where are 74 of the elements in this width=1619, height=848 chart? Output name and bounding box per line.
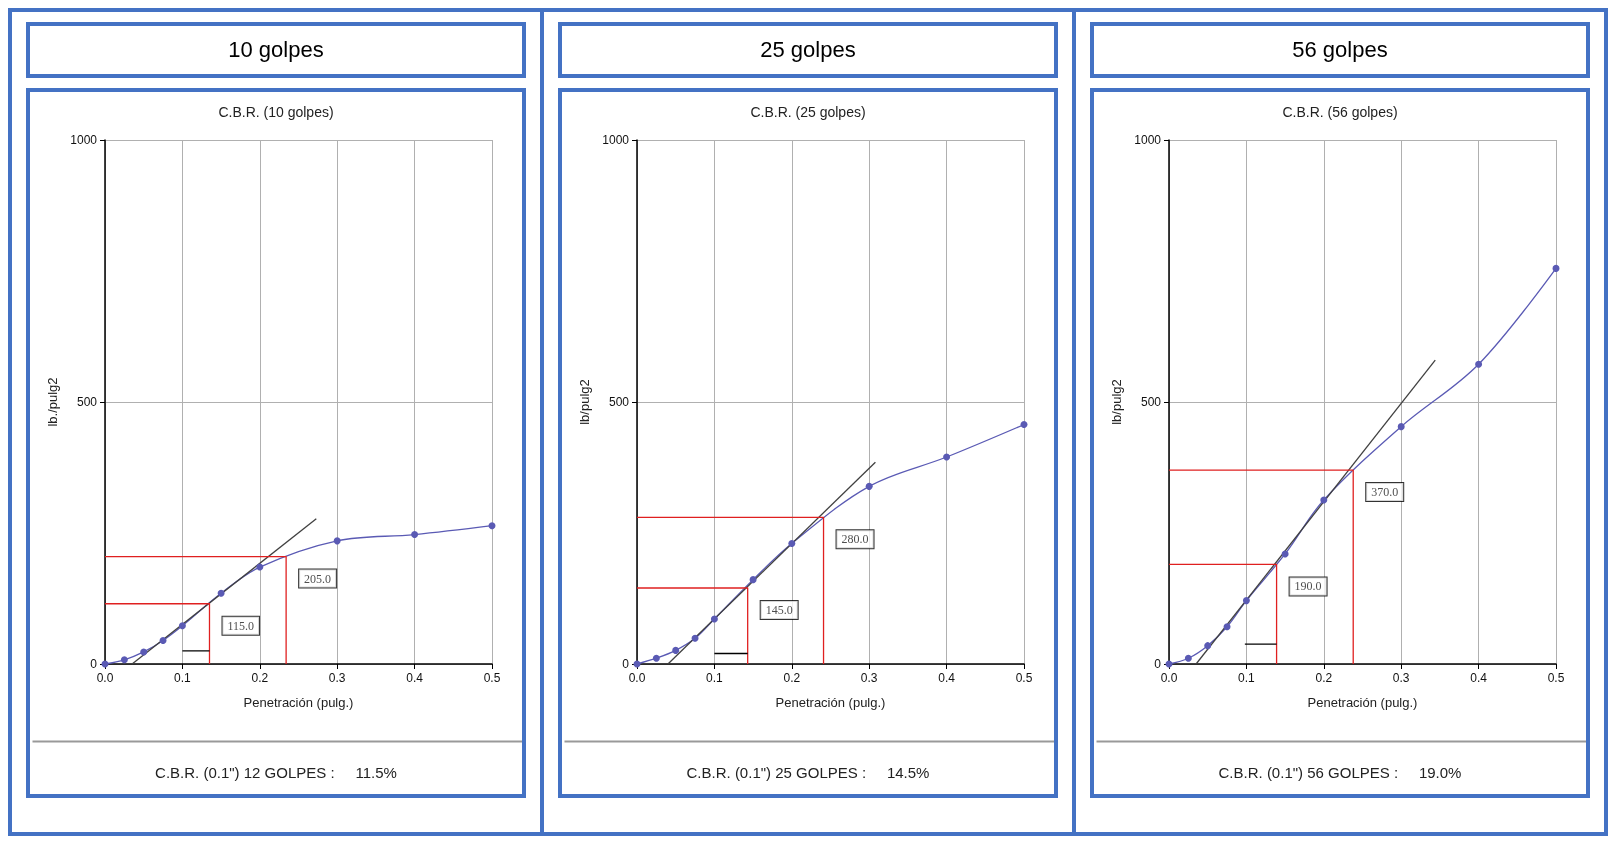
y-tick-label: 0 [90, 657, 98, 671]
point [488, 522, 496, 530]
x-tick-label: 0.4 [938, 671, 956, 685]
chart-title: 56 golpes [1090, 22, 1590, 78]
point [140, 648, 148, 656]
chart-title: 10 golpes [26, 22, 526, 78]
point [691, 634, 699, 642]
point [865, 482, 873, 490]
y-tick-label: 1000 [70, 133, 98, 147]
x-tick-label: 0.5 [1015, 671, 1033, 685]
point [217, 589, 225, 597]
point [943, 453, 951, 461]
x-tick-label: 0.0 [96, 671, 114, 685]
x-tick-label: 0.1 [706, 671, 724, 685]
point [1223, 623, 1231, 631]
annotation: 280.0 [841, 532, 869, 547]
y-tick-label: 0 [622, 657, 630, 671]
annotation: 370.0 [1371, 485, 1399, 500]
y-tick-label: 1000 [1134, 133, 1162, 147]
point [1242, 597, 1250, 605]
chart-subtitle: C.B.R. (10 golpes) [218, 104, 334, 120]
point [1475, 360, 1483, 368]
x-axis-title: Penetración (pulg.) [243, 695, 354, 710]
chart-title: 25 golpes [558, 22, 1058, 78]
y-axis-title: lb./pulg2 [45, 377, 61, 427]
point [411, 531, 419, 539]
x-tick-label: 0.3 [1392, 671, 1410, 685]
point [1320, 496, 1328, 504]
point [672, 646, 680, 654]
annotation: 145.0 [765, 603, 793, 618]
x-tick-label: 0.0 [628, 671, 646, 685]
text: C.B.R. (0.1") 56 GOLPES : 19.0% [1218, 764, 1462, 781]
point [120, 656, 128, 664]
y-axis-title: lb/pulg2 [577, 379, 593, 425]
y-tick-label: 500 [1140, 395, 1162, 409]
point [159, 636, 167, 644]
chart-subtitle: C.B.R. (25 golpes) [750, 104, 866, 120]
x-tick-label: 0.2 [251, 671, 269, 685]
point [1552, 264, 1560, 272]
point [749, 576, 757, 584]
point [652, 654, 660, 662]
y-tick-label: 0 [1154, 657, 1162, 671]
point [1204, 642, 1212, 650]
annotation: 190.0 [1294, 579, 1322, 594]
point [1020, 421, 1028, 429]
text: C.B.R. (0.1") 12 GOLPES : 11.5% [155, 764, 397, 781]
text: C.B.R. (0.1") 25 GOLPES : 14.5% [686, 764, 930, 781]
annotation: 205.0 [304, 571, 332, 586]
point [710, 615, 718, 623]
x-tick-label: 0.4 [406, 671, 424, 685]
point [1184, 654, 1192, 662]
annotation: 115.0 [227, 618, 255, 633]
x-axis-title: Penetración (pulg.) [1307, 695, 1418, 710]
point [788, 539, 796, 547]
y-axis-title: lb/pulg2 [1109, 379, 1125, 425]
point [256, 563, 264, 571]
x-tick-label: 0.2 [1315, 671, 1333, 685]
x-axis-title: Penetración (pulg.) [775, 695, 886, 710]
x-tick-label: 0.5 [1547, 671, 1565, 685]
x-tick-label: 0.4 [1470, 671, 1488, 685]
point [333, 537, 341, 545]
x-tick-label: 0.1 [1238, 671, 1256, 685]
y-tick-label: 500 [76, 395, 98, 409]
y-tick-label: 500 [608, 395, 630, 409]
point [178, 622, 186, 630]
x-tick-label: 0.2 [783, 671, 801, 685]
point [1397, 423, 1405, 431]
x-tick-label: 0.0 [1160, 671, 1178, 685]
x-tick-label: 0.1 [174, 671, 192, 685]
x-tick-label: 0.3 [328, 671, 346, 685]
x-tick-label: 0.3 [860, 671, 878, 685]
chart-subtitle: C.B.R. (56 golpes) [1282, 104, 1398, 120]
x-tick-label: 0.5 [483, 671, 501, 685]
y-tick-label: 1000 [602, 133, 630, 147]
